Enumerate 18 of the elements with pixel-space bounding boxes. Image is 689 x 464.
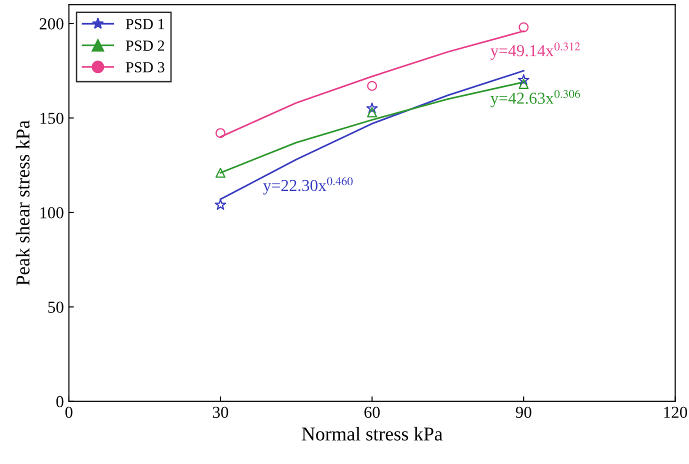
annotation: y=22.30x$^{0.460}$ [263,177,353,195]
y-tick-label: 0 [56,396,64,408]
annotation: y=42.63x$^{0.306}$ [490,90,580,108]
y-tick-label: 50 [48,302,64,313]
y-tick-label: 100 [40,207,64,218]
y-tick-label: 200 [40,18,64,30]
x-tick-label: 120 [664,406,688,418]
x-tick-label: 30 [212,406,228,418]
legend-label: PSD 1 [126,18,164,30]
y-tick-label: 150 [40,112,64,124]
x-tick-label: 0 [65,406,72,418]
x-axis-title: Normal stress kPa [302,426,443,441]
legend-label: PSD 2 [126,40,164,51]
x-tick-label: 90 [516,406,532,418]
x-tick-label: 60 [364,406,380,418]
y-axis-title: Peak shear stress kPa [16,120,30,286]
annotation: y=49.14x$^{0.312}$ [490,42,580,60]
legend-label: PSD 3 [126,62,164,72]
